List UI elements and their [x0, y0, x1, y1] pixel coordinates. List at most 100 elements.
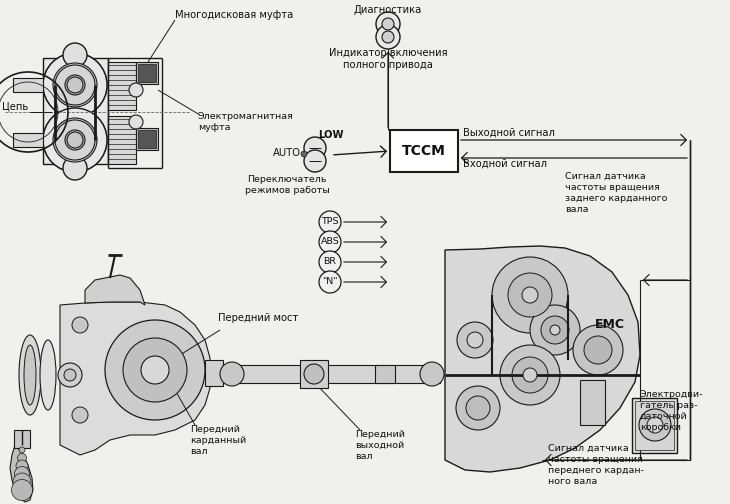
Text: Передний
выходной
вал: Передний выходной вал [355, 430, 405, 461]
Bar [14, 430, 30, 448]
Polygon shape [445, 246, 640, 472]
Circle shape [65, 130, 85, 150]
Circle shape [304, 137, 326, 159]
Ellipse shape [40, 340, 56, 410]
Polygon shape [60, 302, 210, 455]
Circle shape [508, 273, 552, 317]
Polygon shape [85, 275, 145, 305]
Circle shape [467, 332, 483, 348]
Circle shape [319, 251, 341, 273]
Text: Сигнал датчика
частоты вращения
заднего карданного
вала: Сигнал датчика частоты вращения заднего … [565, 172, 667, 214]
Text: Электромагнитная
муфта: Электромагнитная муфта [198, 112, 294, 132]
Circle shape [58, 363, 82, 387]
Ellipse shape [19, 335, 41, 415]
Circle shape [43, 53, 107, 117]
Circle shape [18, 454, 26, 463]
Circle shape [500, 345, 560, 405]
Text: Переключатель
режимов работы: Переключатель режимов работы [245, 175, 329, 195]
Circle shape [220, 362, 244, 386]
Circle shape [457, 322, 493, 358]
Circle shape [647, 417, 663, 433]
Circle shape [512, 357, 548, 393]
Circle shape [420, 362, 444, 386]
Circle shape [573, 325, 623, 375]
Bar [635, 401, 674, 450]
Bar [108, 116, 136, 164]
Circle shape [105, 320, 205, 420]
Text: Индикатор включения
полного привода: Индикатор включения полного привода [328, 48, 447, 71]
Text: Многодисковая муфта: Многодисковая муфта [175, 10, 293, 20]
Circle shape [319, 271, 341, 293]
Text: Входной сигнал: Входной сигнал [463, 159, 547, 169]
Text: AUTO: AUTO [273, 148, 301, 158]
Circle shape [63, 43, 87, 67]
Bar [390, 130, 458, 172]
Circle shape [16, 460, 28, 472]
Circle shape [55, 120, 95, 160]
Circle shape [67, 77, 83, 93]
Circle shape [456, 386, 500, 430]
Circle shape [43, 108, 107, 172]
Text: ABS: ABS [320, 237, 339, 246]
Text: Электродви-
гатель раз-
даточной
коробки: Электродви- гатель раз- даточной коробки [640, 390, 704, 432]
Text: BR: BR [323, 258, 337, 267]
Circle shape [376, 25, 400, 49]
Circle shape [304, 150, 326, 172]
Circle shape [319, 211, 341, 233]
Circle shape [376, 12, 400, 36]
Polygon shape [10, 445, 33, 502]
Circle shape [19, 447, 25, 453]
Circle shape [550, 325, 560, 335]
Circle shape [53, 63, 97, 107]
Circle shape [43, 53, 107, 117]
Circle shape [382, 31, 394, 43]
Circle shape [466, 396, 490, 420]
Text: Диагностика: Диагностика [354, 5, 422, 15]
Text: Выходной сигнал: Выходной сигнал [463, 128, 555, 138]
Text: Передний мост: Передний мост [218, 313, 299, 323]
Text: Передний
карданный
вал: Передний карданный вал [190, 425, 246, 456]
Circle shape [63, 156, 87, 180]
Circle shape [123, 338, 187, 402]
Bar [205, 360, 223, 386]
Bar [43, 58, 108, 164]
Text: LOW: LOW [318, 130, 344, 140]
Circle shape [541, 316, 569, 344]
Text: TCCM: TCCM [402, 144, 446, 158]
Bar [580, 380, 605, 425]
Circle shape [72, 407, 88, 423]
Circle shape [129, 83, 143, 97]
Circle shape [382, 18, 394, 30]
Circle shape [12, 479, 33, 500]
Bar [138, 130, 156, 148]
Text: Сигнал датчика
частоты вращения
переднего кардан-
ного вала: Сигнал датчика частоты вращения переднег… [548, 444, 644, 486]
Text: Цепь: Цепь [2, 101, 28, 111]
Circle shape [65, 75, 85, 95]
Circle shape [523, 368, 537, 382]
Bar [138, 64, 156, 82]
Circle shape [141, 356, 169, 384]
Circle shape [72, 317, 88, 333]
Circle shape [67, 132, 83, 148]
Circle shape [301, 151, 307, 157]
Circle shape [129, 115, 143, 129]
Text: TPS: TPS [321, 218, 339, 226]
Bar [13, 133, 43, 147]
Circle shape [53, 118, 97, 162]
Circle shape [522, 287, 538, 303]
Circle shape [304, 364, 324, 384]
Bar [225, 365, 440, 383]
Circle shape [13, 473, 31, 491]
Bar [136, 62, 158, 84]
Text: EMC: EMC [595, 318, 625, 331]
Bar [632, 398, 677, 453]
Circle shape [639, 409, 671, 441]
Text: "N": "N" [322, 278, 338, 286]
Bar [300, 360, 328, 388]
Circle shape [55, 65, 95, 105]
Circle shape [15, 467, 29, 481]
Circle shape [584, 336, 612, 364]
Bar [136, 128, 158, 150]
Bar [375, 365, 395, 383]
Circle shape [319, 231, 341, 253]
